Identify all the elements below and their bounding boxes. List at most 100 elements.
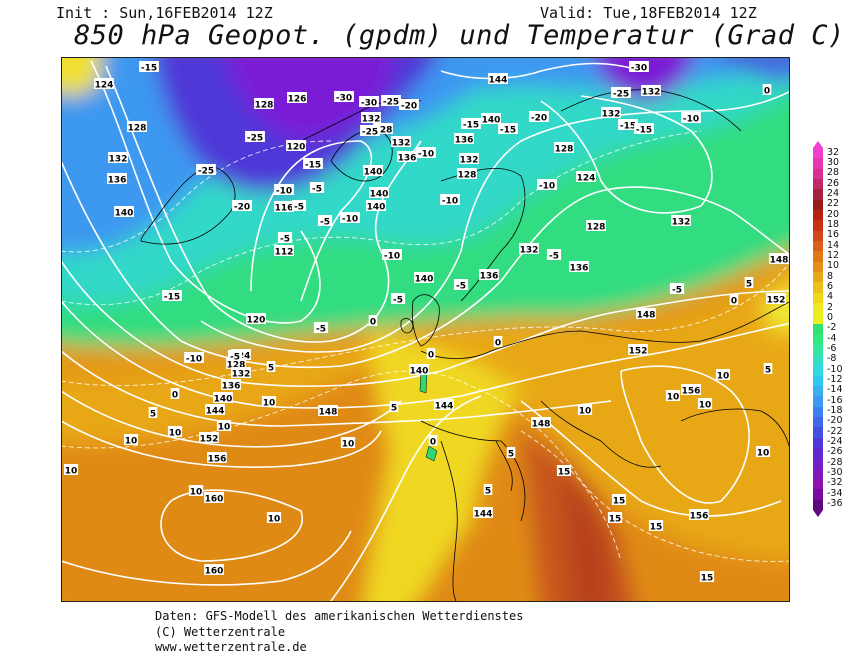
temperature-label-box [188,485,204,496]
colorbar-swatch [813,323,823,335]
temperature-label-box [274,184,294,195]
geopotential-label: 144 [206,407,225,417]
geopotential-label: 148 [319,408,338,418]
temperature-label: -10 [276,187,292,197]
temperature-label-box [382,249,402,260]
colorbar-label: -20 [827,415,843,427]
temperature-label: 10 [125,437,138,447]
temperature-label-box [334,91,354,102]
temperature-label-box [648,520,664,531]
temperature-label: 0 [764,87,770,97]
colorbar-label: 32 [827,146,840,158]
temperature-label-box [665,390,681,401]
geopotential-label: 132 [460,156,479,166]
temperature-label: -5 [294,203,304,213]
geopotential-label: 136 [480,272,499,282]
geopotential-label-box [221,379,241,390]
temperature-label-box [634,123,654,134]
colorbar-swatch [813,468,823,480]
temperature-label: -5 [316,325,326,335]
temperature-label: 10 [65,467,78,477]
colorbar-label: 22 [827,198,840,210]
geopotential-label-box [204,564,224,575]
colorbar-swatch [813,241,823,252]
colorbar-swatch [813,375,823,387]
temperature-label-box [556,465,572,476]
temperature-label: -10 [186,355,202,365]
geopotential-label: 116 [275,204,294,214]
geopotential-label: 132 [520,246,539,256]
colorbar-swatch [813,282,823,294]
temperature-label-box [390,293,406,304]
temperature-label-box [148,407,158,418]
temperature-label-box [763,363,773,374]
temperature-label: 10 [169,429,182,439]
colorbar-swatch [813,148,823,159]
geopotential-label: 128 [255,101,274,111]
colorbar-label: 14 [827,239,840,251]
geopotential-label: 156 [690,512,709,522]
geopotential-label: 148 [637,311,656,321]
colorbar-swatch [813,447,823,459]
geopotential-label-box [286,140,306,151]
geopotential-label: 140 [115,209,134,219]
geopotential-label: 132 [232,370,251,380]
geopotential-label: 128 [128,124,147,134]
temperature-label: -5 [320,218,330,228]
geopotential-label: 136 [455,136,474,146]
colorbar-label: -34 [827,487,843,499]
temperature-label: 0 [172,391,178,401]
temperature-label-box [313,322,329,333]
colorbar-label: -30 [827,467,843,479]
temperature-label-box [697,398,713,409]
temperature-label-box [216,420,232,431]
geopotential-label: 152 [629,347,648,357]
temperature-label-box [162,290,182,301]
geopotential-label: 144 [489,76,508,86]
temperature-label: -25 [362,128,378,138]
temperature-label: -20 [234,203,250,213]
geopotential-label-box [636,308,656,319]
geopotential-label: 136 [570,264,589,274]
geopotential-label-box [107,173,127,184]
geopotential-label-box [569,261,589,272]
geopotential-label: 128 [374,126,393,136]
footer-copyright: (C) Wetterzentrale [155,625,286,639]
geopotential-label: 152 [200,435,219,445]
colorbar-swatch [813,189,823,201]
colorbar-swatch [813,416,823,428]
colorbar-label: -32 [827,477,843,489]
colorbar-swatch [813,179,823,190]
temperature-label: 10 [263,399,276,409]
geopotential-label-box [519,243,539,254]
temperature-label: -15 [164,293,180,303]
temperature-label: -30 [336,94,352,104]
geopotential-label: 148 [770,256,789,266]
temperature-label-box [196,164,216,175]
geopotential-label: 156 [208,455,227,465]
temperature-label-box [577,404,593,415]
temperature-label-box [63,464,79,475]
colorbar-label: 30 [827,156,840,168]
temperature-label: -10 [442,197,458,207]
colorbar-label: 16 [827,229,840,241]
geopotential-label-box [127,121,147,132]
colorbar-label: -36 [827,498,843,510]
footer-url[interactable]: www.wetterzentrale.de [155,640,307,654]
geopotential-label-box [769,253,789,264]
geopotential-label-box [204,492,224,503]
geopotential-label-box [207,452,227,463]
colorbar-label: -16 [827,394,843,406]
geopotential-label-box [414,272,434,283]
temperature-label-box [245,131,265,142]
colorbar-swatch [813,230,823,242]
temperature-label-box [537,179,557,190]
colorbar-ends [813,141,823,517]
temperature-label-box [139,61,159,72]
geopotential-label-box [409,364,429,375]
geopotential-label: 128 [555,145,574,155]
geopotential-label-box [397,151,417,162]
temperature-label-box [266,361,276,372]
temperature-label-box [461,118,481,129]
temperature-label: 10 [218,423,231,433]
